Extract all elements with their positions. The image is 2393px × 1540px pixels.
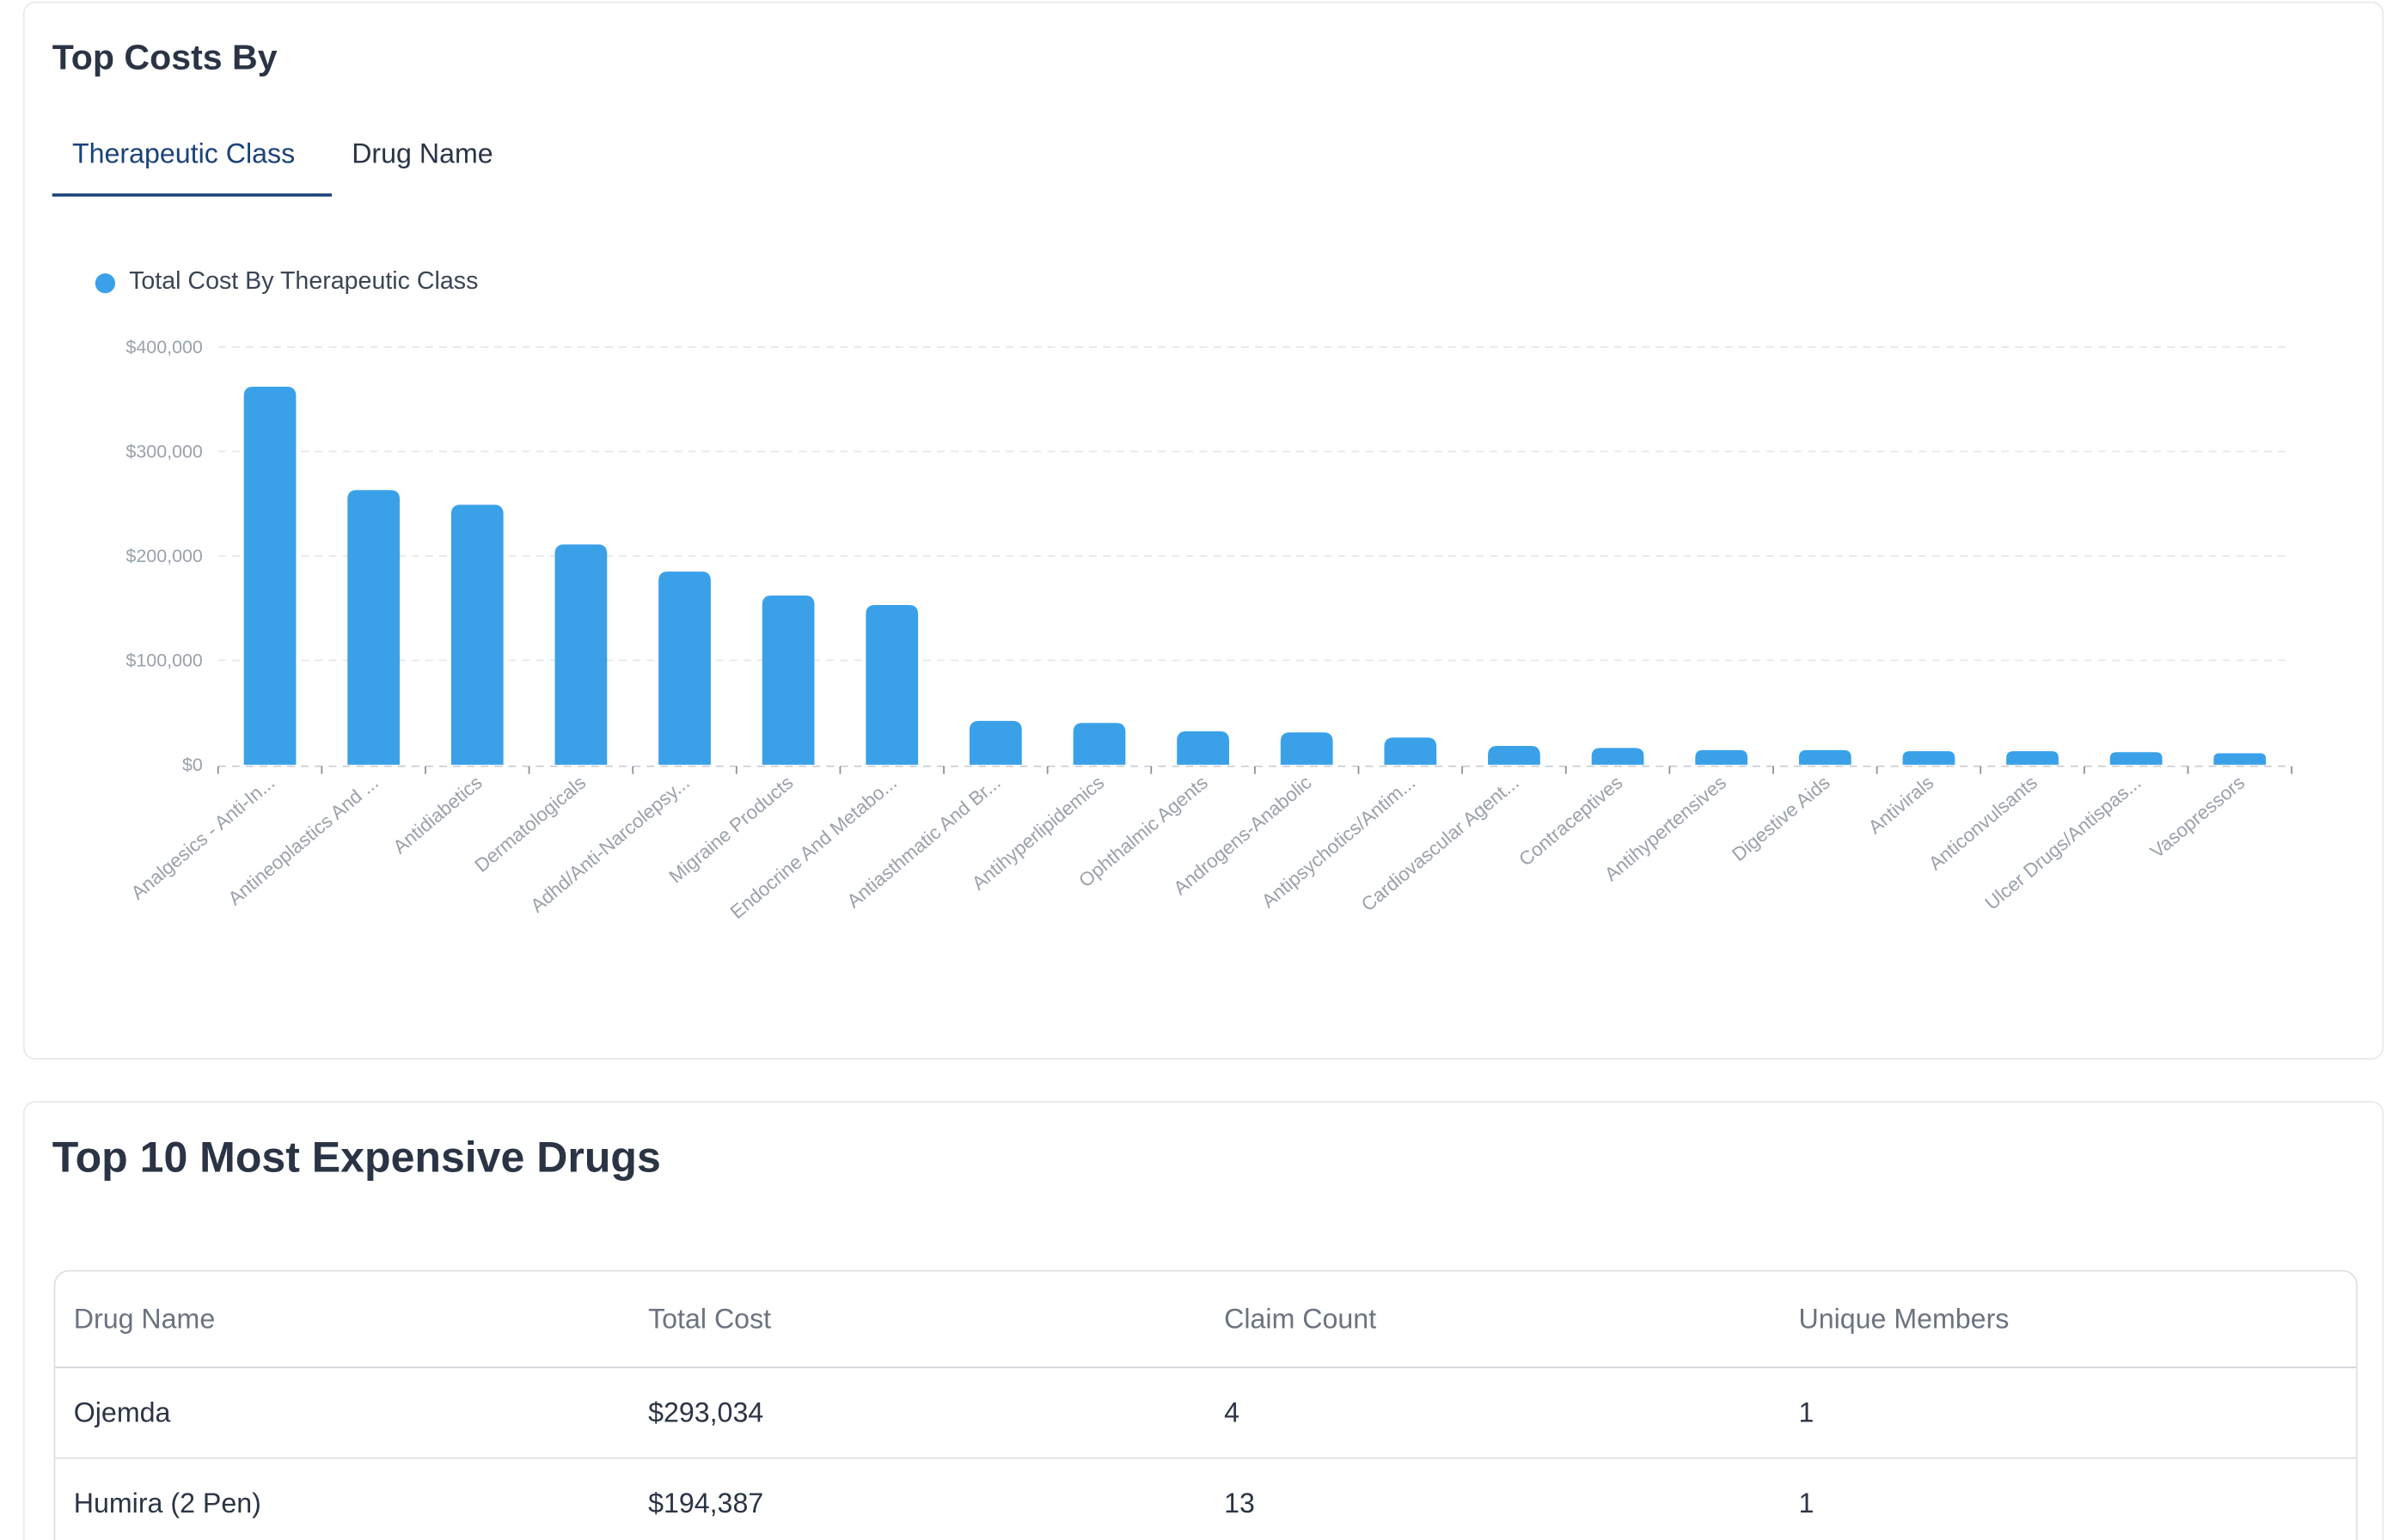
therapeutic-class-bar-chart: $0$100,000$200,000$300,000$400,000Analge… (125, 337, 2292, 923)
bar[interactable] (969, 720, 1022, 765)
bar[interactable] (1488, 746, 1540, 765)
bar[interactable] (762, 596, 815, 765)
table-row[interactable]: Ojemda $293,034 4 1 (55, 1368, 2357, 1459)
bar[interactable] (1591, 748, 1644, 765)
y-tick-label: $400,000 (125, 337, 202, 358)
bar[interactable] (1384, 737, 1437, 765)
chart-legend[interactable]: Total Cost By Therapeutic Class (95, 266, 479, 299)
bar[interactable] (1177, 730, 1229, 765)
x-tick-label: Digestive Aids (1728, 772, 1834, 865)
bar[interactable] (1695, 749, 1748, 765)
y-tick-label: $0 (182, 755, 203, 775)
bar[interactable] (2006, 751, 2059, 765)
x-tick-label: Antivirals (1864, 772, 1937, 838)
y-tick-label: $100,000 (125, 651, 202, 671)
drugs-table: Drug Name Total Cost Claim Count Unique … (53, 1269, 2358, 1540)
x-tick-label: Anticonvulsants (1925, 772, 2041, 875)
bar[interactable] (2109, 752, 2163, 765)
bar[interactable] (1902, 751, 1955, 765)
bar[interactable] (1073, 723, 1126, 765)
x-tick-label: Endocrine And Metabo... (726, 772, 901, 923)
tab-therapeutic-class[interactable]: Therapeutic Class (52, 126, 332, 197)
top-drugs-card: Top 10 Most Expensive Drugs Drug Name To… (22, 1101, 2384, 1540)
tab-drug-name[interactable]: Drug Name (352, 138, 493, 169)
y-tick-label: $300,000 (125, 441, 202, 461)
bar[interactable] (658, 571, 711, 765)
column-header-unique-members[interactable]: Unique Members (1798, 1303, 2010, 1334)
column-header-total-cost[interactable]: Total Cost (648, 1303, 772, 1334)
drug-name-cell: Humira (2 Pen) (73, 1487, 261, 1519)
bar[interactable] (347, 490, 401, 765)
y-tick-label: $200,000 (125, 546, 202, 566)
top-drugs-title: Top 10 Most Expensive Drugs (52, 1133, 661, 1182)
legend-label: Total Cost By Therapeutic Class (129, 268, 479, 296)
table-header-row: Drug Name Total Cost Claim Count Unique … (55, 1272, 2357, 1369)
x-tick-label: Vasopressors (2146, 772, 2249, 863)
bar[interactable] (866, 604, 919, 765)
total-cost-cell: $293,034 (648, 1396, 764, 1427)
column-header-drug-name[interactable]: Drug Name (73, 1303, 216, 1334)
claim-count-cell: 13 (1224, 1487, 1255, 1519)
total-cost-cell: $194,387 (648, 1487, 764, 1519)
x-tick-label: Contraceptives (1515, 772, 1626, 871)
column-header-claim-count[interactable]: Claim Count (1224, 1303, 1377, 1334)
unique-members-cell: 1 (1798, 1396, 1815, 1427)
bar[interactable] (243, 387, 297, 765)
top-costs-card: Top Costs By Therapeutic Class Drug Name… (22, 1, 2384, 1060)
unique-members-cell: 1 (1798, 1487, 1815, 1519)
bar[interactable] (450, 504, 504, 765)
bar[interactable] (1280, 732, 1333, 765)
drug-name-cell: Ojemda (73, 1396, 171, 1427)
bar[interactable] (2213, 753, 2267, 765)
table-row[interactable]: Humira (2 Pen) $194,387 13 1 (55, 1459, 2356, 1540)
x-tick-label: Antidiabetics (389, 772, 487, 859)
legend-marker (95, 272, 116, 293)
claim-count-cell: 4 (1224, 1396, 1240, 1427)
bar[interactable] (1798, 749, 1851, 765)
bar[interactable] (554, 544, 608, 765)
top-costs-title: Top Costs By (52, 36, 278, 77)
